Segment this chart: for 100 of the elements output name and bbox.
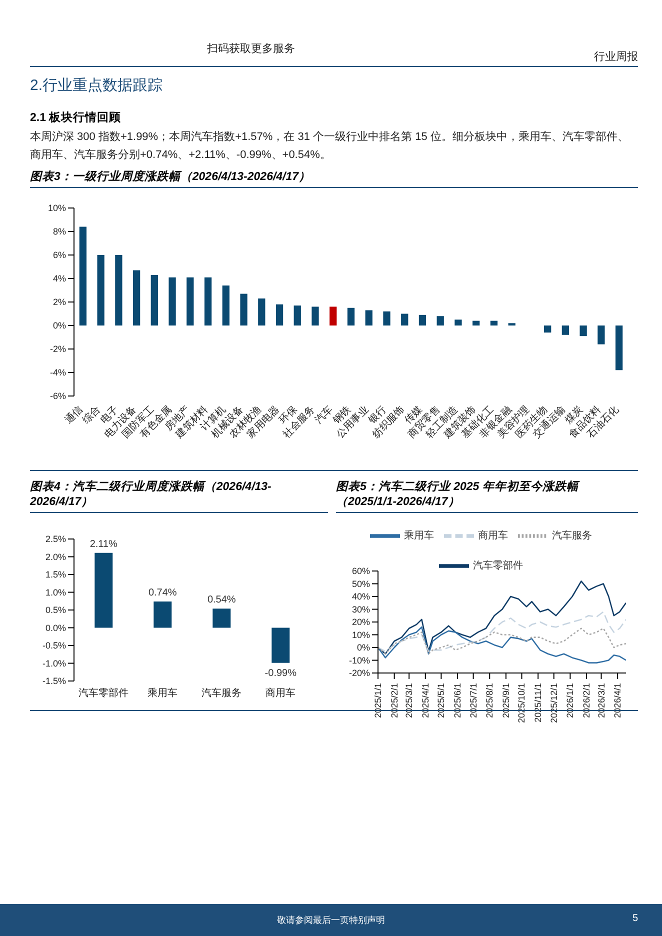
bar bbox=[258, 298, 266, 326]
y-tick-label: 2% bbox=[52, 297, 66, 308]
x-tick-label: 2025/1/1 bbox=[373, 683, 383, 718]
y-tick-label: 0% bbox=[52, 320, 66, 331]
data-label: 0.54% bbox=[207, 594, 236, 606]
x-tick-label: 2025/4/1 bbox=[420, 683, 430, 718]
bar bbox=[150, 274, 158, 326]
y-tick-label: -1.0% bbox=[42, 658, 66, 668]
bar bbox=[544, 326, 552, 333]
bar bbox=[186, 277, 194, 326]
text: 2.1 板块行情回顾 bbox=[30, 110, 122, 125]
bar bbox=[132, 270, 140, 326]
data-label: 2.11% bbox=[90, 538, 118, 550]
bar bbox=[154, 601, 172, 628]
y-tick-label: 30% bbox=[352, 604, 370, 614]
bar bbox=[580, 326, 587, 336]
y-tick-label: -10% bbox=[348, 655, 370, 666]
y-tick-label: -1.5% bbox=[42, 676, 66, 686]
bar bbox=[365, 310, 372, 326]
legend-label: 商用车 bbox=[478, 530, 508, 542]
y-tick-label: 50% bbox=[352, 578, 370, 589]
text: 2.行业重点数据跟踪 bbox=[30, 76, 163, 95]
x-tick-label: 2025/7/1 bbox=[468, 683, 478, 718]
y-tick-label: 60% bbox=[352, 566, 370, 576]
y-tick-label: -0.5% bbox=[42, 640, 66, 651]
bar bbox=[79, 226, 87, 326]
x-tick-label: 2025/10/1 bbox=[516, 683, 527, 724]
chart-title: 图表5：汽车二级行业 2025 年年初至今涨跌幅（2025/1/1-2026/4/17） bbox=[336, 476, 638, 513]
y-tick-label: 1.0% bbox=[45, 587, 66, 598]
bar bbox=[454, 320, 462, 326]
chart-title: 图表4：汽车二级行业周度涨跌幅（2026/4/13-2026/4/17） bbox=[30, 476, 328, 513]
bar bbox=[94, 552, 113, 628]
x-tick-label: 2025/2/1 bbox=[389, 683, 400, 718]
text: 本周沪深 300 指数+1.99%；本周汽车指数+1.57%，在 31 个一级行业中排名第 15 位。细分板块中，乘用车、汽车零部件、商用车、汽车服务分别+0.74%、+2.11%、-0.99%、+0.54%。 bbox=[30, 130, 630, 163]
y-tick-label: 4% bbox=[52, 274, 66, 284]
x-tick-label: 2025/5/1 bbox=[436, 683, 446, 718]
bar bbox=[330, 306, 337, 326]
bar bbox=[294, 306, 301, 326]
bar bbox=[115, 255, 122, 326]
text: 扫码获取更多服务 bbox=[207, 42, 295, 57]
bar bbox=[212, 608, 231, 628]
x-tick-label: 2026/1/1 bbox=[565, 683, 576, 718]
bar bbox=[222, 286, 230, 326]
bar bbox=[562, 326, 570, 335]
chart-title: 图表3：一级行业周度涨跌幅（2026/4/13-2026/4/17） bbox=[30, 166, 638, 188]
text: 5 bbox=[632, 913, 638, 924]
x-tick-label: 2025/9/1 bbox=[500, 683, 511, 718]
x-tick-label: 乘用车 bbox=[148, 687, 178, 700]
bar bbox=[97, 255, 104, 326]
line-series bbox=[378, 580, 626, 655]
y-tick-label: 1.5% bbox=[45, 570, 66, 580]
text: 行业周报 bbox=[594, 50, 638, 65]
bar bbox=[204, 277, 212, 326]
data-label: -0.99% bbox=[264, 668, 297, 679]
bar bbox=[436, 316, 444, 326]
y-tick-label: -4% bbox=[50, 368, 66, 378]
y-tick-label: -2% bbox=[50, 344, 66, 354]
bar bbox=[240, 294, 248, 326]
y-tick-label: 10% bbox=[352, 630, 370, 640]
y-tick-label: 0.5% bbox=[45, 605, 66, 616]
bar bbox=[598, 326, 605, 344]
bar bbox=[401, 314, 408, 326]
x-tick-label: 2026/4/1 bbox=[612, 683, 623, 718]
x-tick-label: 2025/8/1 bbox=[484, 683, 495, 718]
line-series bbox=[378, 611, 626, 652]
y-tick-label: 2.0% bbox=[45, 552, 66, 562]
x-tick-label: 2025/11/1 bbox=[533, 683, 544, 722]
x-tick-label: 2025/12/1 bbox=[548, 683, 559, 724]
y-tick-label: 6% bbox=[52, 250, 66, 260]
bar bbox=[272, 628, 290, 663]
data-label: 0.74% bbox=[148, 587, 177, 598]
legend-label: 乘用车 bbox=[404, 530, 434, 542]
bar bbox=[472, 320, 480, 326]
bar bbox=[615, 326, 623, 370]
y-tick-label: 10% bbox=[48, 203, 66, 214]
bar bbox=[347, 308, 355, 326]
text: 敬请参阅最后一页特别声明 bbox=[277, 915, 385, 925]
line-series bbox=[378, 628, 626, 655]
y-tick-label: 0.0% bbox=[45, 622, 66, 633]
x-tick-label: 商用车 bbox=[266, 687, 296, 700]
line-series bbox=[378, 626, 626, 664]
y-tick-label: -20% bbox=[348, 668, 370, 678]
x-tick-label: 2026/2/1 bbox=[582, 683, 592, 718]
y-tick-label: 0% bbox=[356, 642, 370, 653]
legend-label: 汽车零部件 bbox=[473, 560, 523, 572]
bar bbox=[168, 277, 176, 326]
y-tick-label: 8% bbox=[52, 226, 66, 237]
bar bbox=[383, 311, 390, 326]
y-tick-label: -6% bbox=[50, 391, 66, 402]
y-tick-label: 20% bbox=[352, 617, 370, 628]
legend-label: 汽车服务 bbox=[552, 530, 592, 542]
y-tick-label: 2.5% bbox=[45, 534, 66, 544]
bar bbox=[418, 314, 426, 326]
x-tick-label: 2025/3/1 bbox=[404, 683, 414, 718]
bar bbox=[276, 304, 284, 326]
x-tick-label: 2025/6/1 bbox=[452, 683, 463, 718]
x-tick-label: 汽车服务 bbox=[202, 687, 242, 700]
bar bbox=[490, 320, 498, 326]
bar bbox=[312, 306, 319, 326]
y-tick-label: 40% bbox=[352, 592, 370, 602]
